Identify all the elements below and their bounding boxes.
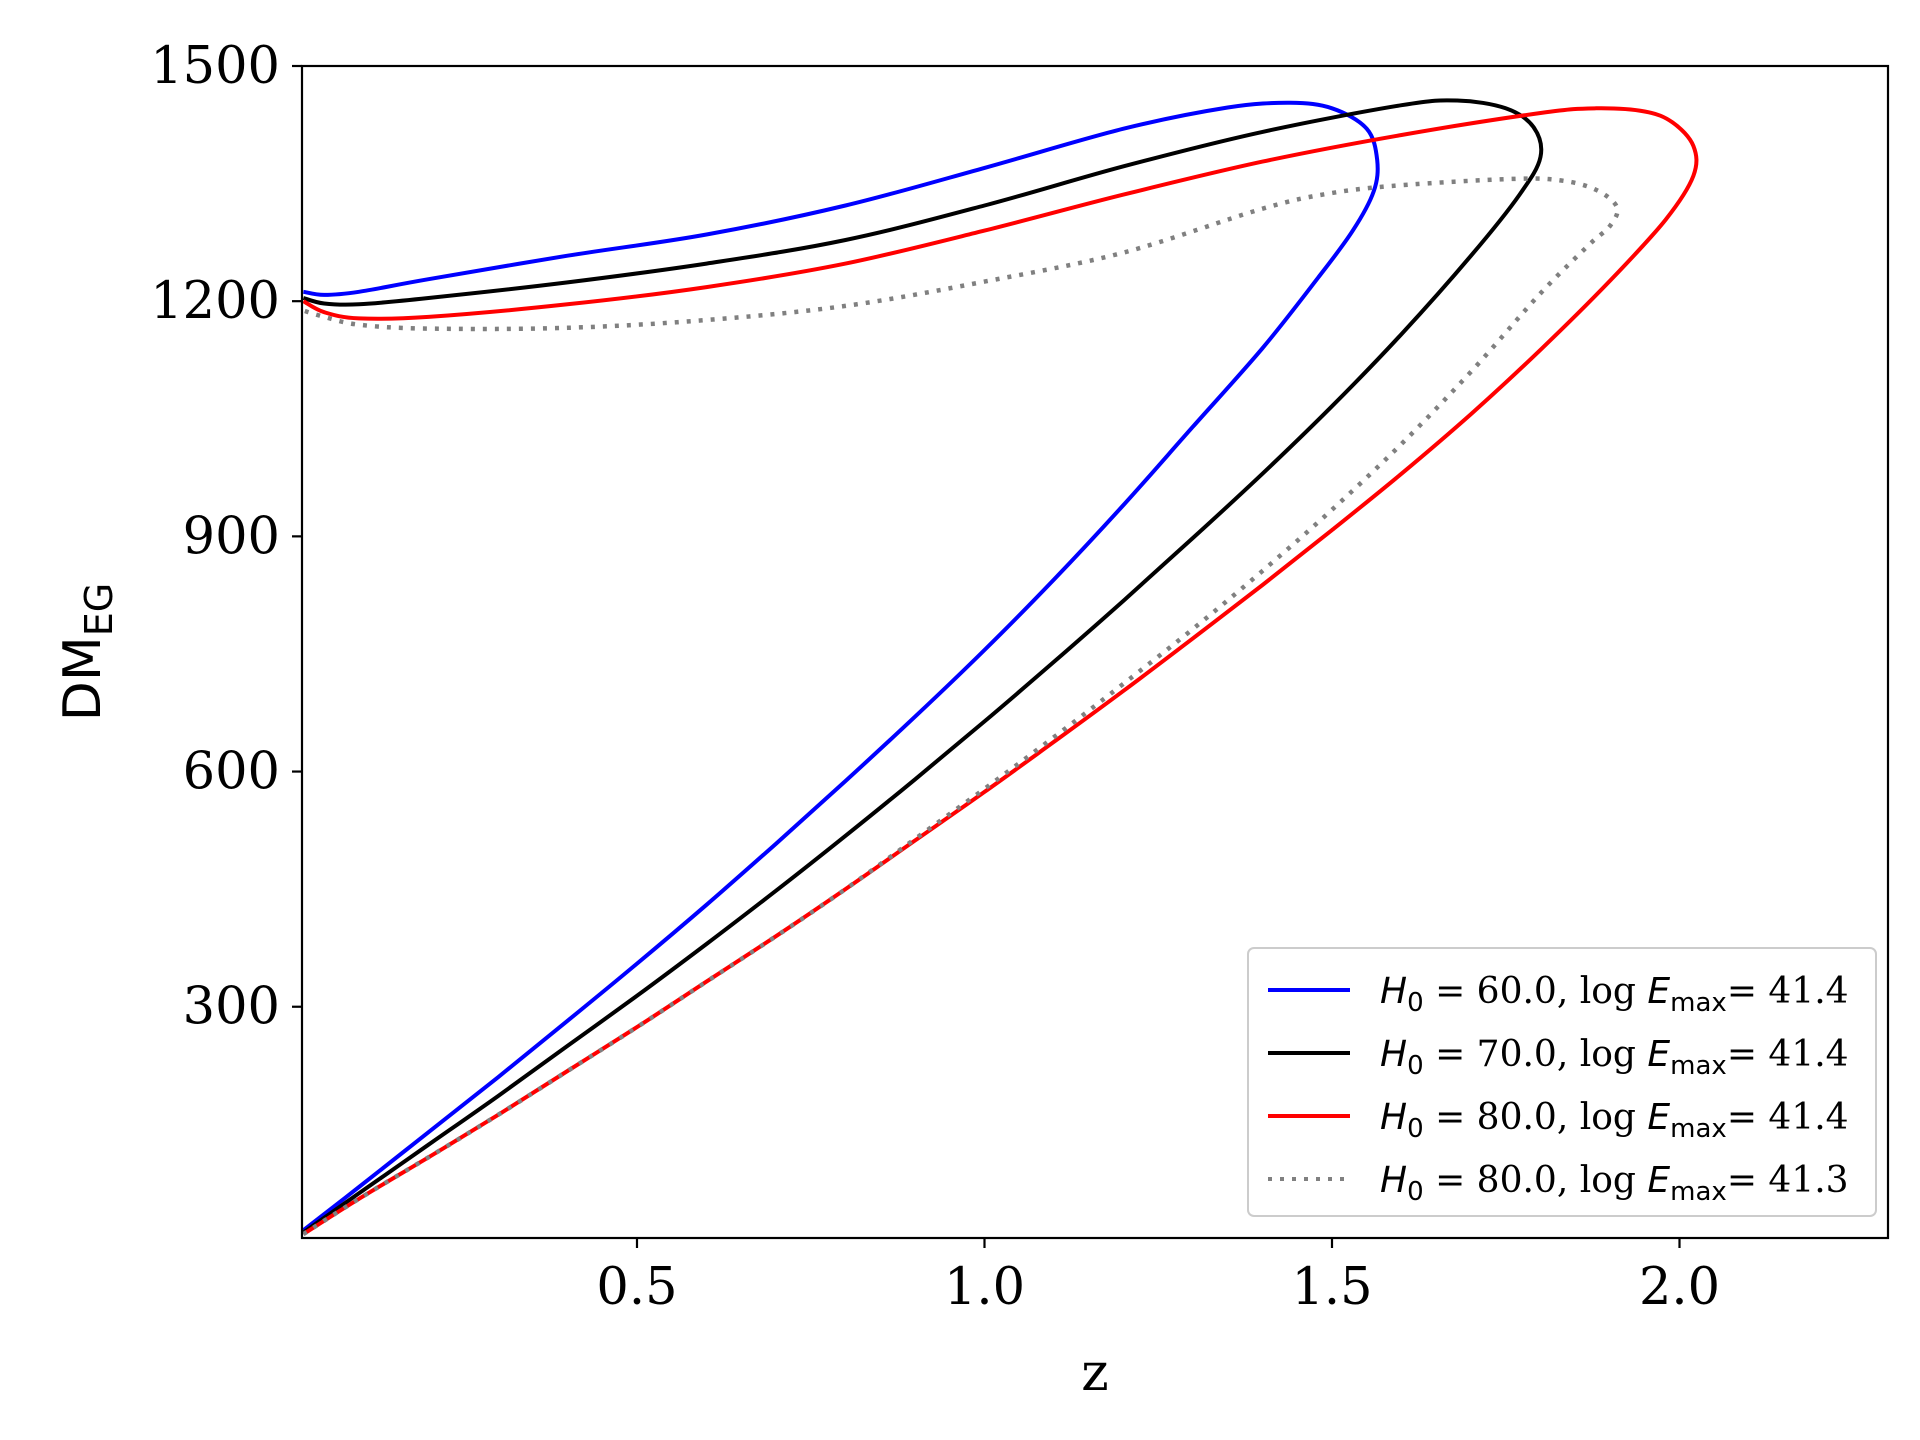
y-axis-label-subscript: EG <box>77 583 121 636</box>
x-tick-label: 2.0 <box>1639 1258 1720 1317</box>
plot-frame <box>300 64 1890 1240</box>
series-layer <box>302 98 1699 1236</box>
legend-entry: H0 = 80.0, log Emax= 41.3 <box>1268 1160 1849 1207</box>
legend: H0 = 60.0, log Emax= 41.4 H0 = 70.0, log … <box>1247 947 1877 1217</box>
series-line-1 <box>302 100 1380 1232</box>
x-tick-label: 1.5 <box>1291 1258 1372 1317</box>
legend-box <box>1247 947 1877 1217</box>
x-tick-label: 0.5 <box>596 1258 677 1317</box>
legend-label: H0 = 80.0, log Emax= 41.4 <box>1380 1097 1849 1144</box>
x-axis: 0.5 1.0 1.5 2.0 <box>596 1238 1720 1317</box>
legend-label: H0 = 80.0, log Emax= 41.3 <box>1380 1160 1849 1207</box>
x-axis-label: z <box>1081 1343 1108 1403</box>
series-line-3 <box>302 106 1699 1236</box>
y-tick-label: 1500 <box>150 37 280 96</box>
y-tick-label: 300 <box>183 978 280 1037</box>
legend-label: H0 = 60.0, log Emax= 41.4 <box>1380 971 1849 1018</box>
series-line-2 <box>302 98 1544 1235</box>
y-axis: 300 600 900 1200 1500 <box>150 37 302 1037</box>
y-axis-label: DMEG <box>53 583 121 721</box>
y-axis-label-main: DM <box>53 636 113 721</box>
legend-entry: H0 = 70.0, log Emax= 41.4 <box>1268 1034 1849 1081</box>
legend-entry: H0 = 80.0, log Emax= 41.4 <box>1268 1097 1849 1144</box>
legend-label: H0 = 70.0, log Emax= 41.4 <box>1380 1034 1849 1081</box>
x-tick-label: 1.0 <box>944 1258 1025 1317</box>
y-tick-label: 1200 <box>150 272 280 331</box>
y-tick-label: 600 <box>183 743 280 802</box>
y-tick-label: 900 <box>183 507 280 566</box>
legend-entry: H0 = 60.0, log Emax= 41.4 <box>1268 971 1849 1018</box>
